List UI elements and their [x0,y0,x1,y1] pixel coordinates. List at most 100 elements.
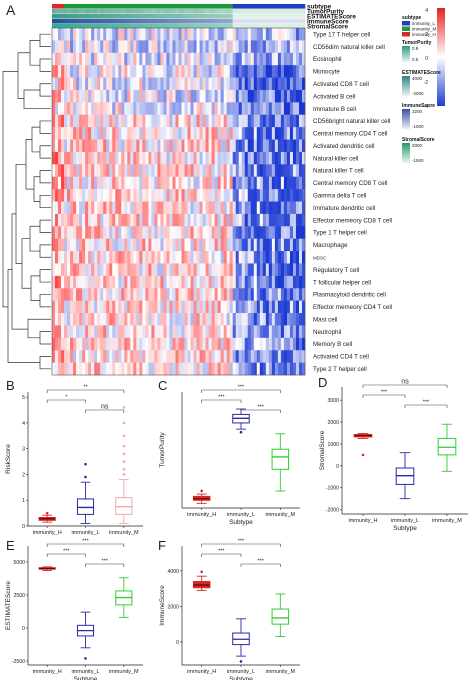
heat-cell [253,176,258,190]
heat-cell [271,176,276,190]
heat-cell [268,213,273,227]
heat-cell [127,226,131,239]
heat-cell [301,77,306,91]
heat-cell [166,151,170,165]
heat-cell [184,189,188,202]
heat-cell [175,151,179,165]
row-label: CD56dim natural killer cell [313,44,385,51]
heat-cell [283,40,288,54]
heat-cell [64,164,68,178]
heat-cell [139,337,143,351]
heat-cell [103,275,107,289]
heat-cell [256,275,261,289]
heat-cell [145,313,149,326]
heat-cell [232,201,237,215]
heat-cell [301,263,306,277]
heat-cell [55,350,59,363]
heat-cell [154,40,158,54]
heat-cell [286,52,291,66]
dendrogram-branch [39,294,51,308]
row-label: Memory B cell [313,341,352,348]
annot-subtype-cell [208,4,212,9]
heat-cell [118,325,122,339]
heat-cell [61,238,65,252]
heat-cell [181,313,185,326]
heat-cell [271,201,276,215]
heat-cell [109,65,113,78]
heat-cell [91,189,95,202]
heat-cell [160,201,164,215]
annot-stromal-cell [220,24,224,29]
heat-cell [181,89,185,103]
heat-cell [217,313,221,326]
heat-cell [274,238,279,252]
heat-cell [253,288,258,301]
heat-cell [94,275,98,289]
annot-purity-cell [289,9,294,14]
heat-cell [154,226,158,239]
annot-purity-cell [127,9,131,14]
box-body [76,498,95,515]
y-tick-label: 5 [22,395,25,401]
heat-cell [280,52,285,66]
heat-cell [100,139,104,153]
heat-cell [298,226,303,239]
heat-cell [157,238,161,252]
annot-immune-cell [223,19,227,24]
heat-cell [289,313,294,326]
heat-cell [109,102,113,116]
heat-cell [178,102,182,116]
heat-cell [265,251,270,264]
heat-cell [184,275,188,289]
heat-cell [253,28,258,41]
heat-cell [178,52,182,66]
heat-cell [232,89,237,103]
heat-cell [127,151,131,165]
heat-cell [259,77,264,91]
heat-cell [70,350,74,363]
legend-tick: 4000 [412,76,423,81]
heat-cell [271,65,276,78]
heat-cell [214,77,218,91]
heat-cell [217,362,221,376]
heat-cell [109,263,113,277]
heat-cell [136,65,140,78]
annot-estimate-cell [178,14,182,19]
heat-cell [184,362,188,376]
heat-cell [112,176,116,190]
annot-subtype-cell [217,4,221,9]
heat-cell [235,139,240,153]
heat-cell [94,350,98,363]
annot-subtype-cell [283,4,288,9]
annot-stromal-cell [169,24,173,29]
heat-cell [283,151,288,165]
heat-cell [70,238,74,252]
heat-cell [52,102,56,116]
heat-cell [235,164,240,178]
heat-cell [244,275,249,289]
heat-cell [124,114,128,128]
heat-cell [199,251,203,264]
heat-cell [157,325,161,339]
heat-cell [187,313,191,326]
heat-cell [247,114,252,128]
annot-stromal-cell [214,24,218,29]
annot-immune-cell [115,19,119,24]
heat-cell [103,263,107,277]
heat-cell [82,114,86,128]
heat-cell [52,164,56,178]
heat-cell [67,164,71,178]
heat-cell [67,102,71,116]
heat-cell [205,28,209,41]
heat-cell [112,40,116,54]
annot-estimate-cell [298,14,303,19]
signif-bracket [46,553,86,557]
heat-cell [115,164,119,178]
heat-cell [181,325,185,339]
heat-cell [73,176,77,190]
heat-cell [193,251,197,264]
heat-cell [163,313,167,326]
heat-cell [172,288,176,301]
heat-cell [211,127,215,140]
heat-cell [280,350,285,363]
